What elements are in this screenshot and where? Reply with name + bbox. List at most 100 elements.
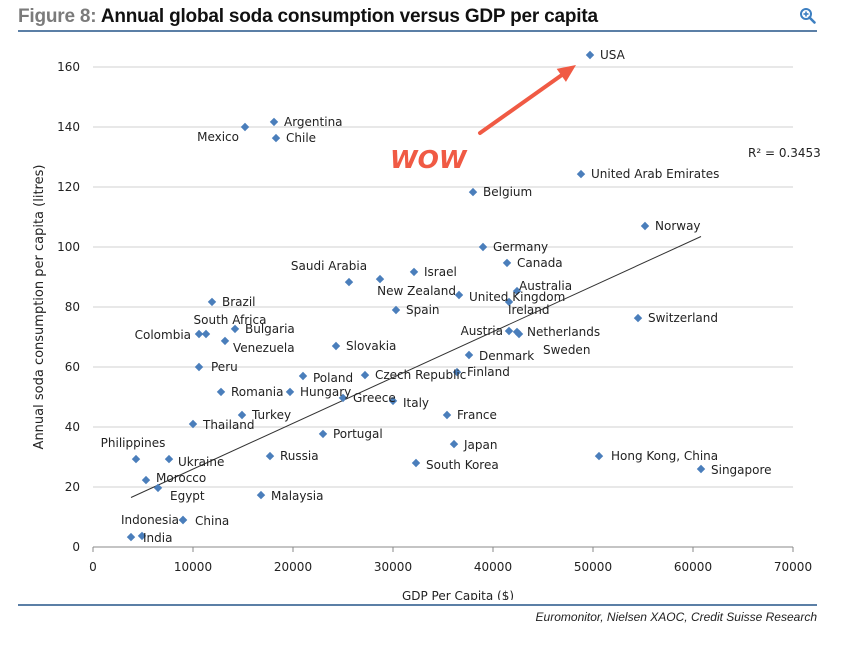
data-point [442,410,452,420]
data-label: Peru [211,360,238,374]
x-tick-label: 10000 [174,560,212,574]
data-point [178,515,188,525]
data-label: Denmark [479,349,534,363]
data-label: Hong Kong, China [611,449,718,463]
data-point [512,286,522,296]
figure-header: Figure 8: Annual global soda consumption… [18,4,817,32]
data-label: United Kingdom [469,290,565,304]
data-label: Spain [406,303,440,317]
data-label: Slovakia [346,339,396,353]
data-points [126,50,706,542]
data-label: Sweden [543,343,590,357]
data-label: South Africa [194,313,267,327]
data-label: Malaysia [271,489,323,503]
x-tick-label: 60000 [674,560,712,574]
data-label: Netherlands [527,325,600,339]
data-label: Romania [231,385,283,399]
data-point [230,324,240,334]
trendline-group [130,236,702,498]
data-point [388,396,398,406]
y-tick-label: 20 [65,480,80,494]
data-point [153,483,163,493]
data-label: Australia [519,279,572,293]
data-point [298,371,308,381]
data-point [265,451,275,461]
data-label: Indonesia [121,513,179,527]
data-label: USA [600,48,626,62]
data-label: Poland [313,371,353,385]
data-point [514,329,524,339]
data-label: India [143,531,172,545]
data-point [391,305,401,315]
data-point [576,169,586,179]
data-label: Saudi Arabia [291,259,367,273]
data-label: Israel [424,265,457,279]
figure-title: Figure 8: Annual global soda consumption… [18,6,598,28]
data-label: Brazil [222,295,256,309]
axes: 0 20 40 60 80 100 120 140 160 0 10000 20000 30000 400… [57,60,812,574]
data-point [360,370,370,380]
data-label: Chile [286,131,316,145]
data-labels: USA Argentina Mexico Chile United Arab Emira… [101,48,772,545]
wow-annotation: WOW [390,145,468,174]
data-label: Hungary [300,385,351,399]
zoom-button[interactable] [799,7,817,25]
data-label: China [195,514,229,528]
arrow-shaft [478,73,564,135]
x-tick-label: 50000 [574,560,612,574]
r-squared-label: R² = 0.3453 [748,146,821,160]
data-label: Austria [461,324,503,338]
data-label: South Korea [426,458,499,472]
x-axis-label: GDP Per Capita ($) [402,589,514,600]
data-point [696,464,706,474]
trendline [130,236,702,498]
data-point [271,133,281,143]
data-point [137,531,147,541]
data-label: New Zealand [377,284,456,298]
data-point [452,367,462,377]
y-tick-label: 120 [57,180,80,194]
data-label: Italy [403,396,429,410]
data-point [220,336,230,346]
data-label: Philippines [101,436,166,450]
x-tick-label: 70000 [774,560,812,574]
figure-title-text: Annual global soda consumption versus GD… [100,6,598,27]
data-point [141,475,151,485]
data-label: Morocco [156,471,206,485]
data-point [464,350,474,360]
data-label: Argentina [284,115,343,129]
data-point [318,429,328,439]
source-note: Euromonitor, Nielsen XAOC, Credit Suisse… [535,610,817,624]
data-point [256,490,266,500]
data-label: Japan [463,438,497,452]
y-tick-label: 140 [57,120,80,134]
data-label: Singapore [711,463,772,477]
data-point [468,187,478,197]
data-label: Norway [655,219,701,233]
data-point [502,258,512,268]
data-point [194,329,204,339]
data-point [269,117,279,127]
data-label: France [457,408,497,422]
y-tick-label: 60 [65,360,80,374]
data-point [640,221,650,231]
data-point [285,387,295,397]
data-label: Colombia [135,328,191,342]
data-label: Bulgaria [245,322,295,336]
data-point [594,451,604,461]
data-point [194,362,204,372]
data-point [126,532,136,542]
annotation-arrow [478,65,576,135]
data-label: Ireland [508,303,550,317]
data-point [478,242,488,252]
figure-number: Figure 8: [18,6,97,27]
magnifier-plus-icon [800,8,816,24]
y-tick-label: 0 [72,540,80,554]
data-point [201,329,211,339]
data-point [409,267,419,277]
y-tick-label: 100 [57,240,80,254]
data-point [237,410,247,420]
data-point [338,393,348,403]
data-label: Portugal [333,427,383,441]
data-label: Turkey [251,408,291,422]
